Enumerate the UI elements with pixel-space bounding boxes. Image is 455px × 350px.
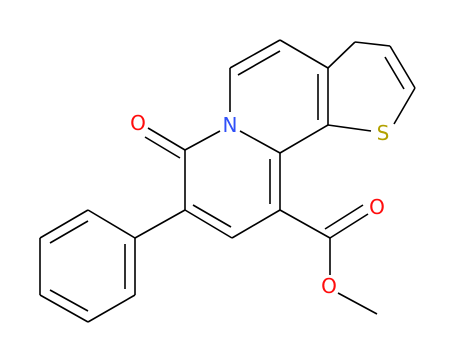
bond — [184, 130, 221, 151]
bond — [39, 209, 89, 239]
bond — [134, 209, 186, 239]
atom-label: O — [321, 274, 337, 298]
atom-label: O — [130, 111, 146, 135]
bond — [231, 209, 281, 239]
bond — [239, 130, 281, 154]
atom-label: N — [223, 113, 238, 137]
atom-label: S — [377, 121, 390, 145]
bond — [237, 50, 281, 76]
bond — [184, 209, 233, 239]
bonds — [39, 39, 416, 323]
bond — [279, 124, 329, 154]
bond — [192, 204, 232, 228]
bond — [354, 41, 391, 47]
bond — [87, 294, 136, 323]
bond — [384, 56, 405, 90]
bond — [87, 209, 136, 239]
bond — [279, 209, 331, 239]
bond — [229, 39, 281, 69]
bond — [327, 41, 356, 69]
bond — [327, 124, 372, 132]
bond — [324, 204, 364, 230]
bond — [49, 220, 89, 244]
bond — [49, 289, 89, 312]
bond — [279, 39, 329, 69]
atom-label: O — [369, 195, 385, 219]
bond — [147, 127, 186, 151]
bond — [144, 136, 181, 159]
bond — [329, 213, 369, 239]
bond — [389, 45, 416, 89]
bond — [337, 292, 378, 315]
bond — [393, 87, 416, 125]
bond — [39, 294, 89, 323]
